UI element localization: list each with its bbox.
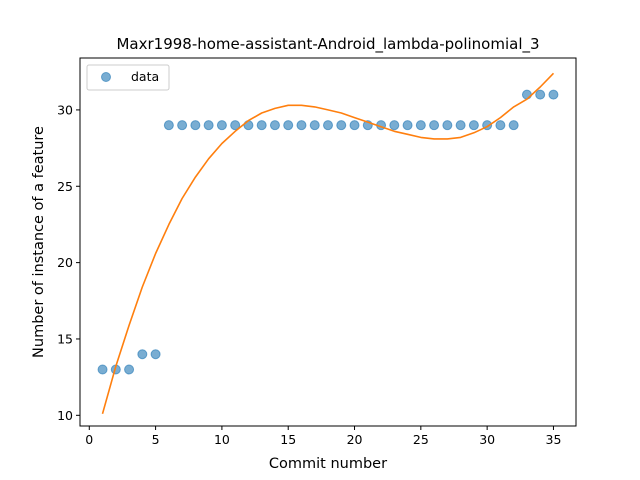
y-axis-ticks: 10 15 20 25 30 xyxy=(57,102,80,423)
x-tick-label: 35 xyxy=(546,432,562,447)
data-point xyxy=(535,89,546,100)
polynomial-fit-line xyxy=(101,72,555,415)
data-point xyxy=(508,120,519,131)
data-point xyxy=(256,120,267,131)
data-point xyxy=(283,120,294,131)
x-tick-label: 0 xyxy=(85,432,93,447)
data-point xyxy=(323,120,333,131)
y-tick-label: 20 xyxy=(57,255,73,270)
data-point xyxy=(336,120,347,131)
data-point xyxy=(296,120,307,131)
x-tick-label: 20 xyxy=(347,432,363,447)
data-point xyxy=(349,120,360,131)
data-point xyxy=(243,120,254,131)
data-point xyxy=(230,120,241,131)
x-tick-label: 25 xyxy=(413,432,429,447)
chart-title: Maxr1998-home-assistant-Android_lambda-p… xyxy=(116,35,539,54)
y-tick-label: 10 xyxy=(57,408,73,423)
data-point xyxy=(455,120,466,131)
data-point xyxy=(495,120,506,131)
data-point xyxy=(177,120,188,131)
data-point xyxy=(124,364,135,375)
data-point xyxy=(442,120,453,131)
plot-area xyxy=(80,58,576,426)
data-point xyxy=(402,120,413,131)
legend-marker-data xyxy=(101,72,111,82)
data-point xyxy=(190,120,201,131)
data-point xyxy=(521,89,532,100)
data-point xyxy=(415,120,426,131)
data-point xyxy=(269,120,280,131)
y-tick-label: 25 xyxy=(57,179,73,194)
y-tick-label: 30 xyxy=(57,102,73,117)
data-point xyxy=(137,349,148,360)
y-axis-label: Number of instance of a feature xyxy=(31,126,47,358)
x-tick-label: 10 xyxy=(214,432,230,447)
y-tick-label: 15 xyxy=(57,331,73,346)
data-point xyxy=(309,120,320,131)
legend-label-data: data xyxy=(131,69,159,84)
x-tick-label: 30 xyxy=(479,432,495,447)
x-tick-label: 5 xyxy=(152,432,160,447)
data-point xyxy=(389,120,400,131)
data-point xyxy=(150,349,161,360)
data-point xyxy=(163,120,174,131)
data-point xyxy=(216,120,227,131)
x-axis-ticks: 0 5 10 15 20 25 30 35 xyxy=(85,426,561,447)
data-point xyxy=(97,364,108,375)
legend-box xyxy=(86,64,170,91)
data-point xyxy=(429,120,440,131)
data-point xyxy=(548,89,559,100)
series-layer xyxy=(97,72,559,415)
legend: data xyxy=(86,64,170,91)
data-point xyxy=(468,120,479,131)
x-tick-label: 15 xyxy=(280,432,296,447)
plot-frame xyxy=(79,57,577,427)
data-point xyxy=(203,120,214,131)
x-axis-label: Commit number xyxy=(269,456,387,472)
